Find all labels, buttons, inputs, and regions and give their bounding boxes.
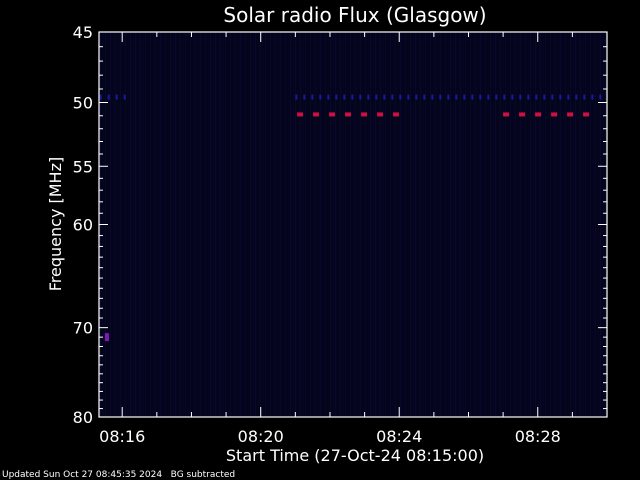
updated-text: Updated Sun Oct 27 08:45:35 2024 <box>2 470 163 480</box>
burst-51MHz-a-segment <box>329 112 336 117</box>
band-49.6MHz-segment <box>599 94 602 100</box>
band-49.6MHz-segment <box>447 94 450 100</box>
burst-51MHz-b-segment <box>519 112 526 117</box>
band-49.6MHz-segment <box>375 94 378 100</box>
band-49.6MHz-segment <box>359 94 362 100</box>
band-49.6MHz-segment <box>439 94 442 100</box>
y-tick-label: 50 <box>73 94 93 113</box>
band-49.6MHz-segment <box>383 94 386 100</box>
burst-51MHz-a-segment <box>345 112 352 117</box>
band-49.6MHz-segment <box>519 94 522 100</box>
burst-51MHz-b-segment <box>535 112 542 117</box>
band-49.6MHz-segment <box>423 94 426 100</box>
band-49.6MHz-segment <box>463 94 466 100</box>
band-49.6MHz-segment <box>479 94 482 100</box>
burst-51MHz-a-segment <box>393 112 400 117</box>
band-49.6MHz-segment <box>455 94 458 100</box>
x-axis-label: Start Time (27-Oct-24 08:15:00) <box>226 446 484 465</box>
band-49.6MHz-segment <box>107 94 110 100</box>
band-49.6MHz-segment <box>551 94 554 100</box>
bg-note: BG subtracted <box>170 470 236 480</box>
burst-51MHz-b-segment <box>567 112 574 117</box>
y-tick-label: 70 <box>73 319 93 338</box>
burst-51MHz-b-segment <box>503 112 510 117</box>
x-tick-label: 08:20 <box>238 427 284 446</box>
band-49.6MHz-segment <box>503 94 506 100</box>
burst-51MHz-a-segment <box>313 112 320 117</box>
band-49.6MHz-segment <box>495 94 498 100</box>
band-49.6MHz-segment <box>391 94 394 100</box>
y-axis: 45 50 55 60 70 80 <box>73 23 607 427</box>
band-49.6MHz-segment <box>303 94 306 100</box>
y-axis-label: Frequency [MHz] <box>46 157 65 291</box>
band-49.6MHz-segment <box>123 94 126 100</box>
burst-51MHz-a-segment <box>297 112 304 117</box>
band-49.6MHz-segment <box>559 94 562 100</box>
y-tick-label: 60 <box>73 216 93 235</box>
band-49.6MHz-segment <box>407 94 410 100</box>
y-tick-label: 80 <box>73 408 93 427</box>
band-49.6MHz-segment <box>399 94 402 100</box>
band-49.6MHz-segment <box>99 94 102 100</box>
band-49.6MHz-segment <box>327 94 330 100</box>
band-49.6MHz-segment <box>487 94 490 100</box>
plot-noise-texture <box>99 32 607 417</box>
band-49.6MHz-segment <box>583 94 586 100</box>
band-49.6MHz-segment <box>543 94 546 100</box>
band-49.6MHz-segment <box>415 94 418 100</box>
x-tick-label: 08:28 <box>515 427 561 446</box>
band-49.6MHz-segment <box>367 94 370 100</box>
band-49.6MHz-segment <box>575 94 578 100</box>
spectrum-features <box>99 94 602 342</box>
band-49.6MHz-segment <box>431 94 434 100</box>
band-49.6MHz-segment <box>567 94 570 100</box>
burst-51MHz-a-segment <box>377 112 384 117</box>
band-49.6MHz-segment <box>535 94 538 100</box>
plot-area <box>99 32 607 417</box>
spot-71MHz <box>104 333 110 342</box>
band-49.6MHz-segment <box>335 94 338 100</box>
band-49.6MHz-segment <box>319 94 322 100</box>
x-tick-label: 08:16 <box>99 427 145 446</box>
burst-51MHz-b-segment <box>583 112 590 117</box>
band-49.6MHz-segment <box>471 94 474 100</box>
y-tick-label: 45 <box>73 23 93 42</box>
burst-51MHz-a-segment <box>361 112 368 117</box>
x-tick-label: 08:24 <box>376 427 422 446</box>
footer: Updated Sun Oct 27 08:45:35 2024 BG subt… <box>2 470 235 480</box>
band-49.6MHz-segment <box>591 94 594 100</box>
burst-51MHz-b-segment <box>551 112 558 117</box>
band-49.6MHz-segment <box>351 94 354 100</box>
chart-title: Solar radio Flux (Glasgow) <box>223 3 486 27</box>
y-tick-label: 55 <box>73 157 93 176</box>
band-49.6MHz-segment <box>295 94 298 100</box>
band-49.6MHz-segment <box>527 94 530 100</box>
band-49.6MHz-segment <box>311 94 314 100</box>
x-axis: 08:16 08:20 08:24 08:28 <box>99 32 608 446</box>
band-49.6MHz-segment <box>511 94 514 100</box>
band-49.6MHz-segment <box>115 94 118 100</box>
band-49.6MHz-segment <box>343 94 346 100</box>
